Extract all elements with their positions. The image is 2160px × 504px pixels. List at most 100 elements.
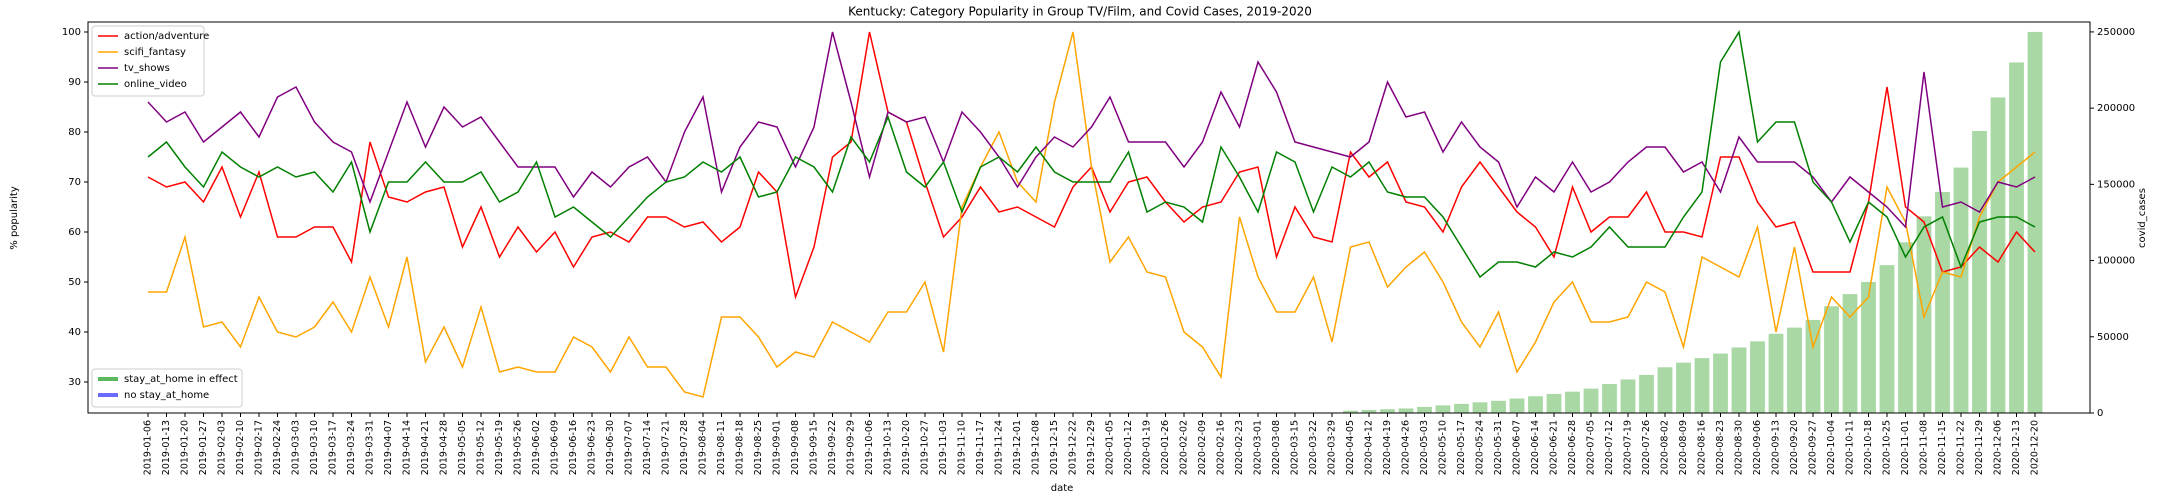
bar — [1768, 333, 1784, 413]
y-tick-label: 70 — [68, 177, 81, 188]
x-tick-label: 2020-09-20 — [1789, 420, 1800, 475]
x-tick-label: 2020-10-11 — [1845, 420, 1856, 475]
x-tick-label: 2020-02-09 — [1197, 420, 1208, 475]
x-tick-label: 2019-11-24 — [994, 420, 1005, 475]
x-tick-label: 2020-12-13 — [2011, 420, 2022, 475]
x-tick-label: 2019-03-31 — [365, 420, 376, 475]
x-tick-label: 2020-06-07 — [1512, 420, 1523, 475]
x-tick-label: 2019-01-20 — [180, 420, 191, 475]
x-tick-label: 2020-11-29 — [1974, 420, 1985, 475]
x-tick-label: 2019-12-22 — [1068, 420, 1079, 475]
y-tick-label: 30 — [68, 377, 81, 388]
x-tick-label: 2019-07-14 — [642, 420, 653, 475]
y-tick-label: 80 — [68, 127, 81, 138]
x-tick-label: 2020-07-12 — [1604, 420, 1615, 475]
bar — [1898, 242, 1913, 413]
x-tick-label: 2020-08-23 — [1715, 420, 1726, 475]
legend-label: stay_at_home in effect — [124, 374, 238, 385]
x-tick-label: 2019-06-30 — [605, 420, 616, 475]
bar — [1380, 409, 1395, 413]
x-tick-label: 2019-03-24 — [346, 420, 357, 475]
x-tick-label: 2020-01-26 — [1160, 420, 1171, 475]
y-axis-label: % popularity — [9, 186, 20, 250]
x-tick-label: 2020-05-31 — [1493, 420, 1504, 475]
x-tick-label: 2020-12-06 — [1993, 420, 2004, 475]
bar — [1990, 97, 2006, 413]
x-tick-label: 2020-05-10 — [1438, 420, 1449, 475]
line-series — [147, 29, 2036, 279]
x-tick-label: 2019-10-27 — [920, 420, 931, 475]
x-tick-label: 2020-02-02 — [1179, 420, 1190, 475]
x-tick-label: 2020-10-04 — [1826, 420, 1837, 475]
x-tick-label: 2019-11-03 — [938, 420, 949, 475]
x-tick-label: 2020-08-30 — [1734, 420, 1745, 475]
bar — [1824, 306, 1839, 413]
bar — [1454, 403, 1469, 413]
y2-axis-label: covid_cases — [2137, 188, 2148, 248]
y-tick-label: 40 — [68, 327, 81, 338]
x-tick-label: 2019-02-24 — [272, 420, 283, 475]
x-tick-label: 2020-03-15 — [1290, 420, 1301, 475]
x-tick-label: 2019-03-10 — [309, 420, 320, 475]
bar — [1657, 367, 1673, 413]
x-tick-label: 2019-01-06 — [143, 420, 154, 475]
x-tick-label: 2020-02-23 — [1234, 420, 1245, 475]
bar — [1935, 191, 1950, 413]
x-tick-label: 2020-01-05 — [1105, 420, 1116, 475]
plot-frame — [87, 21, 2091, 414]
x-tick-label: 2020-09-13 — [1771, 420, 1782, 475]
y2-tick-label: 0 — [2097, 408, 2103, 419]
x-tick-label: 2019-09-01 — [772, 420, 783, 475]
x-tick-label: 2020-06-28 — [1567, 420, 1578, 475]
x-tick-label: 2019-02-17 — [254, 420, 265, 475]
legend-box — [91, 368, 243, 408]
x-tick-label: 2020-03-08 — [1271, 420, 1282, 475]
x-tick-label: 2019-08-04 — [698, 420, 709, 475]
x-tick-label: 2020-01-19 — [1142, 420, 1153, 475]
bar — [1509, 398, 1525, 413]
bar — [1546, 393, 1562, 413]
x-tick-label: 2019-09-08 — [790, 420, 801, 475]
x-tick-label: 2020-05-17 — [1456, 420, 1467, 475]
x-tick-label: 2019-08-11 — [716, 420, 727, 475]
legend-label: no stay_at_home — [124, 390, 209, 401]
x-tick-label: 2019-05-26 — [513, 420, 524, 475]
x-tick-label: 2019-02-03 — [217, 420, 228, 475]
x-tick-label: 2020-05-03 — [1419, 420, 1430, 475]
line-series — [147, 31, 2036, 229]
y2-tick-label: 200000 — [2097, 103, 2135, 114]
x-tick-label: 2020-10-18 — [1863, 420, 1874, 475]
line-series — [148, 31, 2036, 398]
bar — [1694, 358, 1710, 413]
bar — [1805, 320, 1821, 413]
x-tick-label: 2020-01-12 — [1123, 420, 1134, 475]
legend-label: tv_shows — [124, 63, 170, 74]
x-tick-label: 2020-04-12 — [1364, 420, 1375, 475]
x-tick-label: 2019-03-03 — [291, 420, 302, 475]
x-tick-label: 2020-08-09 — [1678, 420, 1689, 475]
x-axis-label: date — [1051, 483, 1074, 494]
x-tick-label: 2019-05-19 — [494, 420, 505, 475]
x-tick-label: 2019-04-28 — [439, 420, 450, 475]
x-tick-label: 2019-10-06 — [864, 420, 875, 475]
bar — [1472, 402, 1488, 413]
x-tick-label: 2020-06-14 — [1530, 420, 1541, 475]
x-tick-label: 2020-05-24 — [1475, 420, 1486, 475]
x-tick-label: 2020-10-25 — [1882, 420, 1893, 475]
bar — [1787, 327, 1802, 413]
x-tick-label: 2020-03-29 — [1327, 420, 1338, 475]
x-tick-label: 2019-02-10 — [235, 420, 246, 475]
x-tick-label: 2019-07-28 — [679, 420, 690, 475]
bar — [1731, 347, 1747, 413]
x-tick-label: 2020-04-05 — [1345, 420, 1356, 475]
x-tick-label: 2019-07-07 — [624, 420, 635, 475]
bar — [1583, 388, 1599, 413]
y2-tick-label: 100000 — [2097, 256, 2135, 267]
bar — [1953, 167, 1969, 413]
bar — [2009, 62, 2024, 413]
x-tick-label: 2019-05-05 — [457, 420, 468, 475]
bar — [1435, 405, 1451, 413]
x-tick-label: 2020-04-19 — [1382, 420, 1393, 475]
x-tick-label: 2019-04-07 — [383, 420, 394, 475]
